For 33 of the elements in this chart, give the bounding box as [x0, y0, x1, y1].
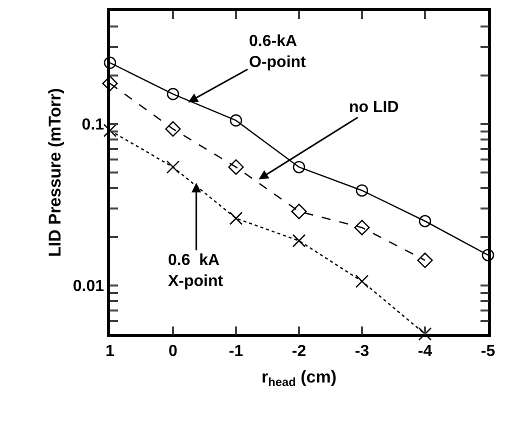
point [166, 88, 180, 100]
x-tick-label: 0 [168, 342, 178, 360]
x-axis-title: r$_{head}$ (cm) [261, 367, 337, 389]
y-tick-label: 0.01 [72, 278, 104, 295]
point [104, 56, 116, 69]
x-tick-label: -4 [418, 342, 432, 360]
annotation: no LID [349, 99, 399, 116]
x-tick-label: -1 [228, 342, 244, 360]
point [166, 160, 180, 174]
point [417, 252, 433, 268]
y-axis-title: LID Pressure (mTorr) [45, 88, 64, 257]
point [291, 204, 307, 220]
point [482, 248, 494, 262]
annotation: 0.6 kA X-point [168, 252, 224, 290]
x-tick-label: -5 [480, 342, 496, 360]
point [230, 114, 242, 127]
y-tick-label: 0.1 [82, 116, 104, 134]
point [418, 327, 432, 341]
point [165, 121, 181, 137]
x-tick-label: -2 [292, 342, 306, 360]
point [354, 220, 370, 236]
x-tick-label: -3 [354, 342, 370, 360]
point [356, 184, 368, 197]
point [418, 214, 432, 228]
point [102, 76, 118, 92]
point [292, 234, 306, 248]
point [355, 274, 369, 288]
point [228, 159, 244, 175]
point [103, 124, 117, 138]
annotation: 0.6-kA O-point [249, 33, 307, 71]
x-tick-label: 1 [106, 342, 115, 360]
point [292, 160, 306, 174]
point [229, 212, 243, 226]
